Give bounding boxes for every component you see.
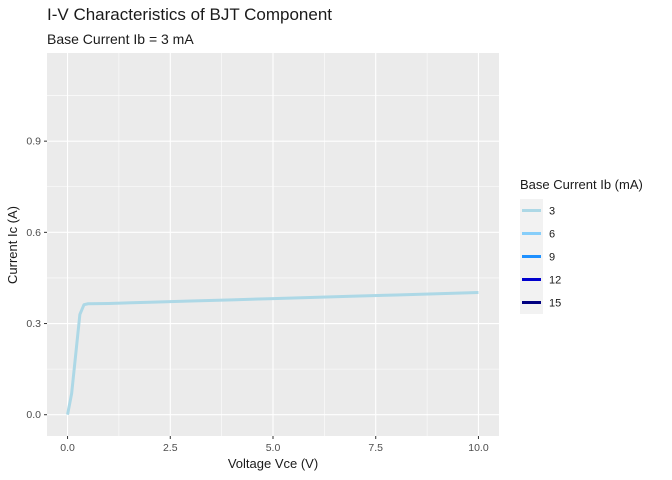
- y-tick-label: 0.0: [26, 409, 41, 421]
- legend-entry: 9: [520, 245, 555, 268]
- legend: Base Current Ib (mA) 3 6 9 12 15: [520, 177, 643, 314]
- x-tick-label: 7.5: [368, 442, 383, 454]
- legend-entry: 6: [520, 222, 555, 245]
- x-tick-label: 5.0: [266, 442, 281, 454]
- x-tick-label: 2.5: [163, 442, 178, 454]
- x-tick-label: 0.0: [60, 442, 75, 454]
- y-axis: 0.0 0.3 0.6 0.9: [26, 136, 47, 421]
- y-tick-label: 0.6: [26, 227, 41, 239]
- series-layer: [66, 291, 479, 416]
- x-axis-title: Voltage Vce (V): [228, 456, 318, 471]
- legend-label: 15: [549, 298, 561, 310]
- legend-label: 3: [549, 206, 555, 218]
- legend-entry: 15: [520, 291, 561, 314]
- grid-major: [47, 53, 499, 436]
- legend-label: 9: [549, 252, 555, 264]
- x-axis: 0.0 2.5 5.0 7.5 10.0: [60, 436, 489, 454]
- legend-title: Base Current Ib (mA): [520, 177, 643, 192]
- legend-label: 12: [549, 275, 561, 287]
- chart-title: I-V Characteristics of BJT Component: [47, 5, 332, 24]
- y-tick-label: 0.9: [26, 136, 41, 148]
- y-tick-label: 0.3: [26, 318, 41, 330]
- series-line-ib-3: [66, 291, 479, 416]
- x-tick-label: 10.0: [468, 442, 489, 454]
- legend-entry: 3: [520, 199, 555, 222]
- legend-entry: 12: [520, 268, 561, 291]
- y-axis-title: Current Ic (A): [5, 206, 20, 284]
- chart-subtitle: Base Current Ib = 3 mA: [47, 31, 194, 47]
- legend-label: 6: [549, 229, 555, 241]
